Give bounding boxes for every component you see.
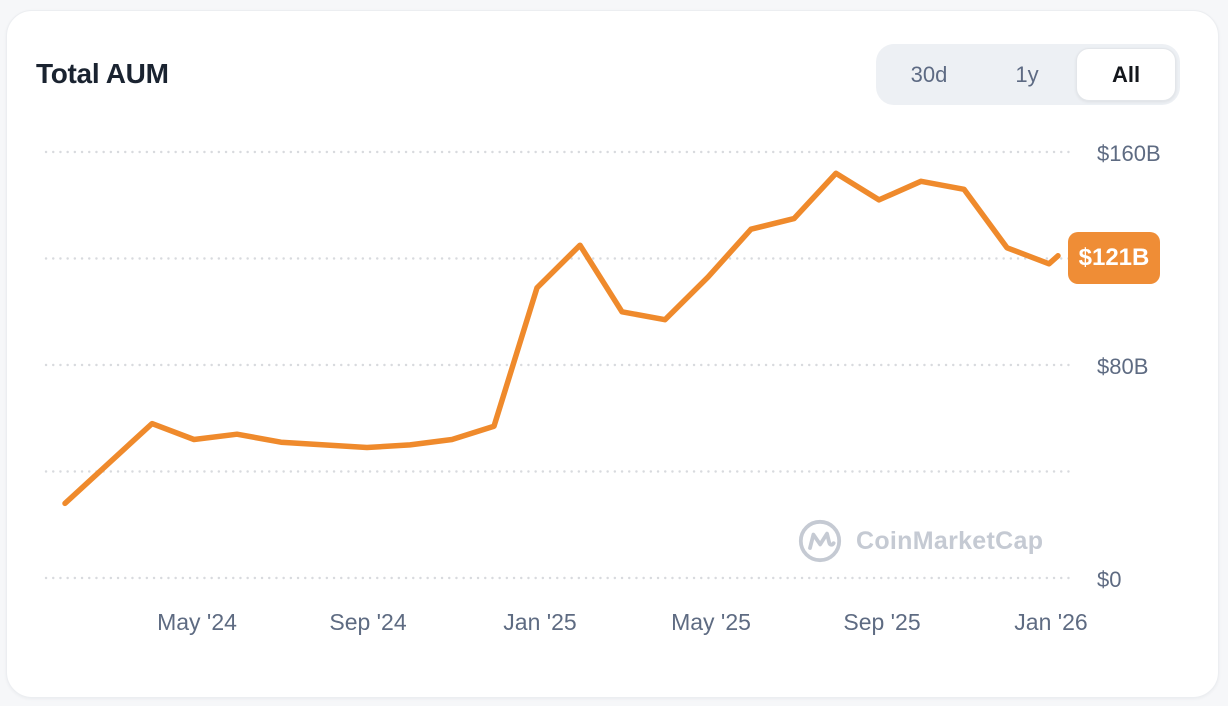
y-axis-label: $160B (1097, 141, 1161, 166)
time-range-selector: 30d 1y All (876, 44, 1180, 105)
watermark-label: CoinMarketCap (856, 526, 1044, 555)
x-axis-label: Jan '26 (1014, 609, 1088, 635)
x-axis-label: May '25 (671, 609, 751, 635)
coinmarketcap-logo-icon (798, 519, 842, 563)
latest-value-badge: $121B (1068, 232, 1160, 284)
tab-all[interactable]: All (1076, 48, 1176, 101)
tab-1y[interactable]: 1y (978, 48, 1076, 101)
watermark: CoinMarketCap (797, 518, 1043, 564)
y-axis-label: $0 (1097, 567, 1122, 592)
x-axis-label: May '24 (157, 609, 237, 635)
chart-card (6, 10, 1219, 698)
tab-30d[interactable]: 30d (880, 48, 978, 101)
x-axis-label: Jan '25 (503, 609, 577, 635)
x-axis-label: Sep '24 (329, 609, 407, 635)
page-title: Total AUM (36, 58, 169, 89)
y-axis-label: $80B (1097, 354, 1149, 379)
x-axis-label: Sep '25 (843, 609, 921, 635)
